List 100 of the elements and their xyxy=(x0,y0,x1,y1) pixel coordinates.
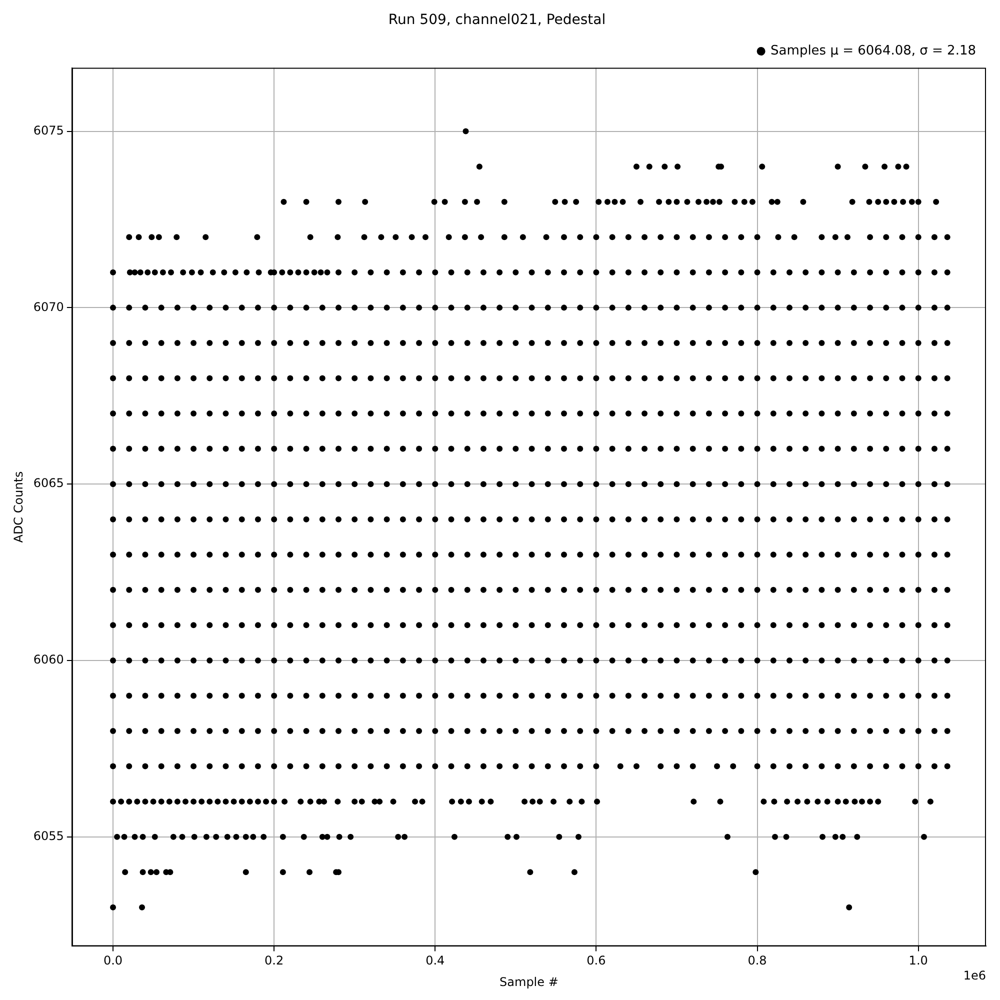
point xyxy=(770,622,776,628)
point xyxy=(770,410,776,417)
point xyxy=(834,728,841,734)
point xyxy=(844,234,850,240)
point xyxy=(528,340,535,346)
point xyxy=(867,410,874,417)
point xyxy=(786,622,792,628)
point xyxy=(190,304,197,311)
point xyxy=(512,622,519,628)
point xyxy=(206,516,213,522)
point xyxy=(378,234,384,240)
point xyxy=(883,516,890,522)
point xyxy=(710,198,716,205)
point xyxy=(384,375,390,382)
point xyxy=(311,269,318,276)
point xyxy=(432,375,438,382)
y-tick-label: 6060 xyxy=(33,652,64,667)
point xyxy=(561,410,567,417)
point xyxy=(142,446,148,452)
point xyxy=(287,410,294,417)
point xyxy=(416,552,422,558)
point xyxy=(658,586,664,593)
point xyxy=(674,198,680,205)
point xyxy=(674,375,680,382)
point xyxy=(716,198,722,205)
point xyxy=(254,304,261,311)
y-tick-label: 6070 xyxy=(33,300,64,314)
point xyxy=(768,198,775,205)
point xyxy=(384,410,390,417)
point xyxy=(944,622,950,628)
point xyxy=(260,834,267,840)
point xyxy=(422,234,428,240)
point xyxy=(620,198,626,205)
point xyxy=(684,198,690,205)
point xyxy=(867,516,874,522)
point xyxy=(400,481,406,488)
point xyxy=(706,340,712,346)
point xyxy=(706,622,712,628)
point xyxy=(416,728,422,734)
point xyxy=(110,728,116,734)
point xyxy=(400,586,406,593)
point xyxy=(786,375,792,382)
point xyxy=(642,375,648,382)
point xyxy=(395,834,402,840)
point xyxy=(464,446,470,452)
point xyxy=(528,446,535,452)
point xyxy=(432,692,438,699)
point xyxy=(238,481,245,488)
point xyxy=(158,552,164,558)
point xyxy=(352,446,358,452)
point xyxy=(319,446,326,452)
point xyxy=(416,763,422,770)
point xyxy=(931,728,938,734)
point xyxy=(561,446,567,452)
point xyxy=(754,481,760,488)
point xyxy=(625,552,632,558)
point xyxy=(612,198,618,205)
point xyxy=(448,304,454,311)
point xyxy=(462,234,468,240)
point xyxy=(174,586,180,593)
point xyxy=(238,763,245,770)
point xyxy=(432,552,438,558)
point xyxy=(158,692,164,699)
point xyxy=(384,692,390,699)
point xyxy=(110,269,116,276)
point xyxy=(593,586,600,593)
point xyxy=(287,552,294,558)
point xyxy=(840,834,846,840)
point xyxy=(368,622,374,628)
point xyxy=(368,481,374,488)
point xyxy=(496,375,503,382)
point xyxy=(110,481,116,488)
point xyxy=(674,304,680,311)
point xyxy=(658,763,664,770)
point xyxy=(432,586,438,593)
point xyxy=(754,657,760,664)
point xyxy=(400,410,406,417)
point xyxy=(883,198,890,205)
point xyxy=(642,481,648,488)
point xyxy=(658,481,664,488)
point xyxy=(110,552,116,558)
point xyxy=(850,375,857,382)
point xyxy=(126,622,132,628)
point xyxy=(336,375,342,382)
point xyxy=(126,375,132,382)
point xyxy=(174,728,180,734)
point xyxy=(496,269,503,276)
point xyxy=(915,657,922,664)
point xyxy=(690,692,696,699)
point xyxy=(480,763,486,770)
point xyxy=(190,446,197,452)
point xyxy=(706,586,712,593)
point xyxy=(593,375,600,382)
point xyxy=(140,834,146,840)
point xyxy=(400,304,406,311)
point xyxy=(527,869,534,876)
point xyxy=(931,375,938,382)
point xyxy=(834,657,841,664)
point xyxy=(544,657,551,664)
point xyxy=(920,834,927,840)
